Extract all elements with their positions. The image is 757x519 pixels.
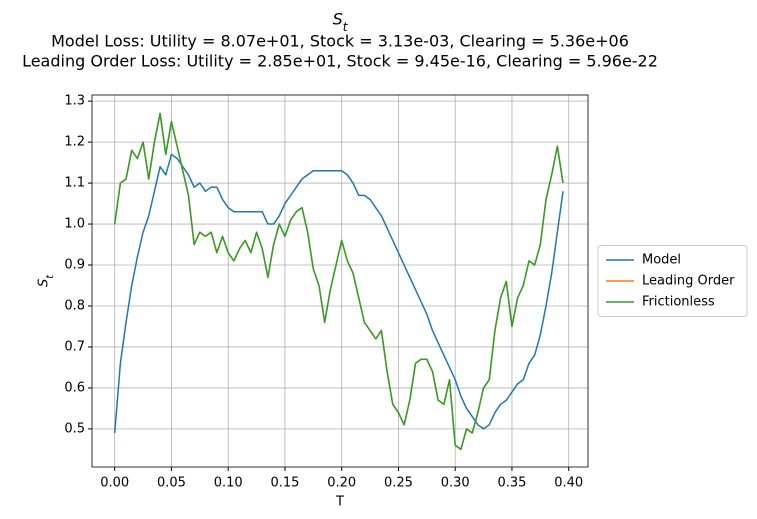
- x-axis-label: T: [335, 495, 344, 510]
- chart-title: St: [333, 10, 349, 34]
- x-tick-label: 0.15: [270, 476, 299, 491]
- y-tick-label: 0.8: [64, 298, 85, 313]
- x-tick-label: 0.05: [157, 476, 186, 491]
- y-tick-label: 1.3: [64, 94, 85, 109]
- x-tick-label: 0.10: [214, 476, 243, 491]
- y-tick-label: 0.6: [64, 380, 85, 395]
- y-tick-label: 0.7: [64, 339, 85, 354]
- legend-label: Frictionless: [642, 295, 715, 310]
- series-line: [113, 112, 564, 451]
- legend-label: Leading Order: [642, 274, 735, 289]
- legend-box: [597, 245, 748, 317]
- y-tick-label: 0.9: [64, 258, 85, 273]
- y-tick-label: 1.1: [64, 176, 85, 191]
- x-tick-label: 0.25: [384, 476, 413, 491]
- x-tick-label: 0.30: [441, 476, 470, 491]
- subtitle: Leading Order Loss: Utility = 2.85e+01, …: [22, 52, 658, 71]
- x-tick-label: 0.20: [327, 476, 356, 491]
- series-line: [113, 153, 564, 434]
- x-tick-label: 0.35: [497, 476, 526, 491]
- x-tick-label: 0.40: [554, 476, 583, 491]
- y-tick-label: 0.5: [64, 421, 85, 436]
- x-tick-label: 0.00: [100, 476, 129, 491]
- y-tick-label: 1.2: [64, 135, 85, 150]
- legend: Model Leading Order Frictionless: [597, 245, 748, 317]
- y-axis-label: St: [37, 274, 56, 287]
- legend-label: Model: [642, 253, 681, 268]
- y-tick-label: 1.0: [64, 217, 85, 232]
- plot-frame: [91, 94, 589, 468]
- subtitle: Model Loss: Utility = 8.07e+01, Stock = …: [51, 32, 629, 51]
